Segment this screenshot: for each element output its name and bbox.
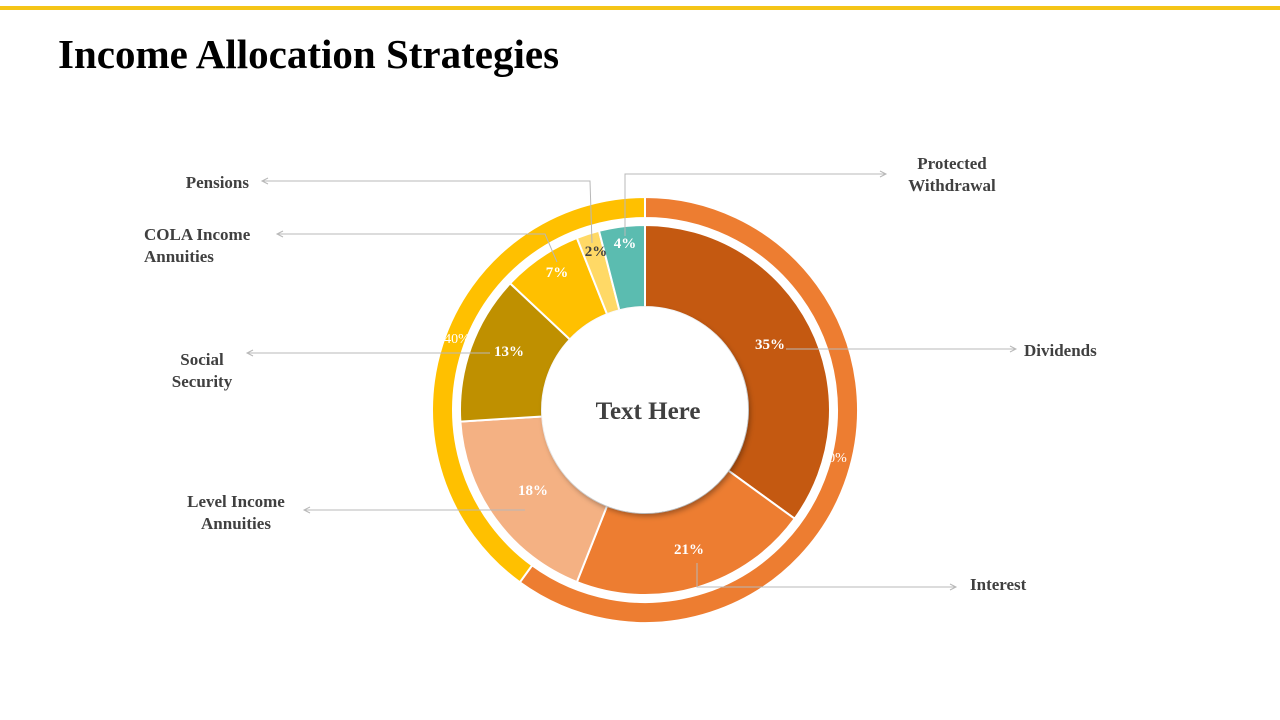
leader-arrow-cola-income-annuities	[275, 230, 284, 238]
outer-slice	[431, 195, 646, 584]
center-text: Text Here	[596, 398, 701, 425]
leader-line-protected-withdrawal	[624, 173, 886, 236]
slice-label-cola-income-annuities: COLA Income Annuities	[144, 225, 251, 266]
leader-arrow-protected-withdrawal	[879, 170, 888, 178]
leader-lines	[245, 170, 1018, 591]
slice-label-interest: Interest	[970, 575, 1027, 594]
slice-label-pensions: Pensions	[186, 173, 250, 192]
slice-percent-pensions: 2%	[585, 244, 608, 260]
slice-percent-interest: 21%	[674, 542, 704, 558]
leader-arrow-social-security	[245, 349, 254, 357]
slice-label-social-security: Social Security	[172, 350, 233, 391]
slice-percent-dividends: 35%	[755, 337, 785, 353]
leader-line-interest	[696, 563, 956, 588]
top-accent-bar	[0, 6, 1280, 10]
outer-ring: 60% 40%	[431, 195, 859, 624]
outer-slice-percent: 40%	[444, 332, 470, 347]
slice-label-dividends: Dividends	[1024, 341, 1097, 360]
leader-arrow-dividends	[1009, 345, 1018, 353]
slice-percent-social-security: 13%	[494, 344, 524, 360]
slice-percent-protected-withdrawal: 4%	[614, 236, 637, 252]
leader-arrow-pensions	[260, 177, 269, 185]
page-title: Income Allocation Strategies	[58, 31, 560, 77]
slice-percent-cola-income-annuities: 7%	[546, 265, 569, 281]
leader-arrow-level-income-annuities	[302, 506, 311, 514]
slice-label-level-income-annuities: Level Income Annuities	[187, 492, 285, 533]
outer-slice-percent: 60%	[821, 451, 847, 466]
leader-arrow-interest	[949, 583, 958, 591]
slice-label-protected-withdrawal: Protected Withdrawal	[908, 154, 996, 195]
chart-center-hole	[542, 307, 748, 513]
slice-labels: 35% Dividends 21% Interest 18% Level Income An…	[144, 154, 1097, 594]
slice-percent-level-income-annuities: 18%	[518, 483, 548, 499]
leader-line-cola-income-annuities	[277, 233, 558, 263]
leader-line-pensions	[262, 180, 593, 244]
